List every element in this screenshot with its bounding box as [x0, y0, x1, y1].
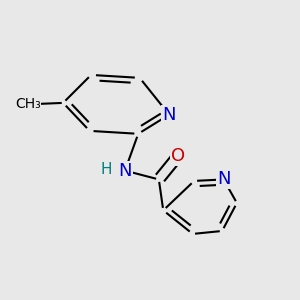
Text: CH₃: CH₃ — [15, 98, 41, 111]
Text: H: H — [100, 162, 112, 177]
Text: N: N — [118, 162, 132, 180]
Text: O: O — [171, 147, 185, 165]
Text: N: N — [217, 170, 230, 188]
Text: N: N — [162, 106, 176, 124]
